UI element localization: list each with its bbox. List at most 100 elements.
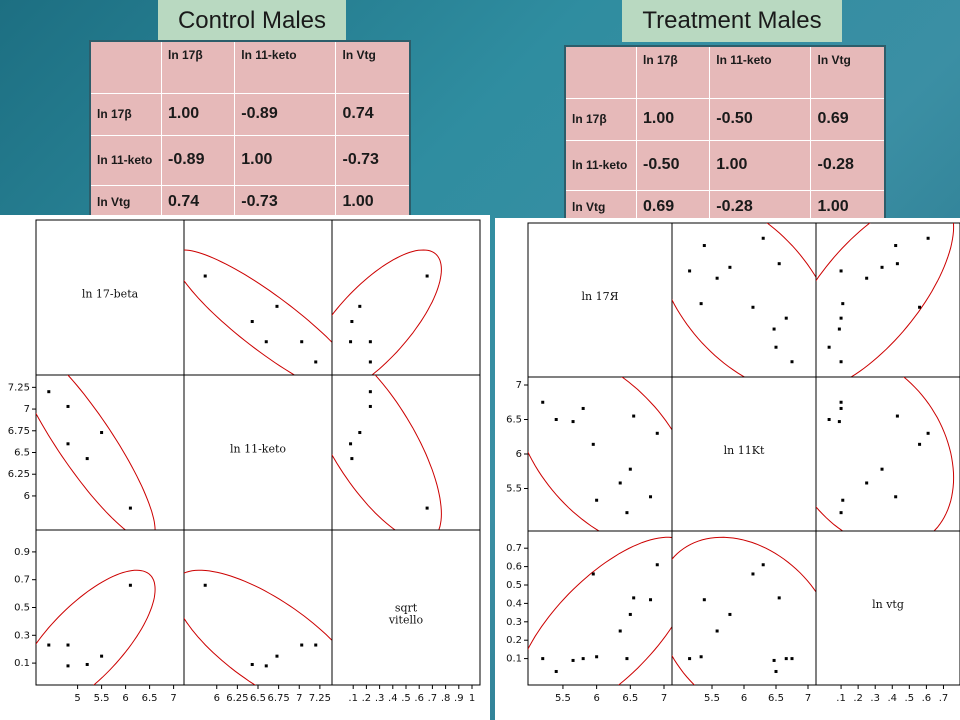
x-tick-label: .3 [870, 693, 880, 704]
confidence-ellipse [672, 536, 816, 685]
data-point [66, 664, 70, 668]
matrix-cell: 5.5 6 6.5 7 [506, 376, 673, 532]
data-point [655, 563, 659, 567]
corner-cell [564, 45, 637, 99]
cell-content [528, 377, 672, 531]
y-tick-label: 0.1 [506, 654, 522, 665]
correlation-value: -0.28 [810, 139, 886, 191]
data-point [702, 598, 706, 602]
data-point [715, 276, 719, 280]
data-point [368, 404, 372, 408]
confidence-ellipse [332, 249, 442, 375]
data-point [47, 643, 51, 647]
data-point [880, 265, 884, 269]
correlation-value: 0.74 [160, 184, 236, 220]
data-point [595, 498, 599, 502]
y-tick-label: 0.3 [14, 630, 30, 641]
data-point [895, 414, 899, 418]
x-tick-label: .6 [414, 693, 424, 704]
cell-frame [815, 376, 960, 532]
correlation-value: 0.69 [810, 97, 886, 141]
variable-label: sqrt vitello [388, 602, 424, 627]
x-tick-label: 6.5 [250, 693, 266, 704]
y-tick-label: 6.25 [8, 469, 30, 480]
x-tick-label: .5 [401, 693, 411, 704]
x-tick-label: 6.5 [622, 693, 638, 704]
data-point [774, 345, 778, 349]
cell-frame [815, 530, 960, 686]
cell-content [528, 536, 672, 685]
y-tick-label: 0.3 [506, 617, 522, 628]
y-tick-label: 0.7 [14, 575, 30, 586]
x-tick-label: .6 [922, 693, 932, 704]
cell-frame [183, 374, 333, 531]
y-tick-label: 0.5 [506, 580, 522, 591]
data-point [728, 612, 732, 616]
variable-label-line: vitello [388, 614, 424, 627]
matrix-cell: ln 11Kt [671, 376, 817, 532]
data-point [839, 406, 843, 410]
cell-content [184, 569, 332, 685]
cell-frame [331, 529, 481, 686]
x-tick-label: 5.5 [704, 693, 720, 704]
y-tick-label: 6 [516, 449, 522, 460]
x-tick-label: .1 [836, 693, 846, 704]
data-point [655, 431, 659, 435]
data-point [571, 420, 575, 424]
data-point [368, 360, 372, 364]
data-point [250, 662, 254, 666]
data-point [895, 262, 899, 266]
treatment-males-title: Treatment Males [622, 0, 842, 42]
correlation-value: -0.73 [234, 184, 337, 220]
y-tick-label: 7.25 [8, 382, 30, 393]
data-point [774, 669, 778, 673]
data-point [314, 643, 318, 647]
data-point [425, 274, 429, 278]
column-header: ln 11-keto [234, 40, 337, 94]
y-tick-label: 0.4 [506, 598, 522, 609]
cell-frame [671, 530, 817, 686]
cell-frame [35, 374, 185, 531]
cell-frame [183, 219, 333, 376]
matrix-cell [671, 222, 817, 378]
correlation-value: 1.00 [635, 97, 711, 141]
x-tick-label: 6 [122, 693, 128, 704]
data-point [100, 654, 104, 658]
x-tick-label: .1 [348, 693, 358, 704]
data-point [784, 316, 788, 320]
data-point [275, 304, 279, 308]
data-point [632, 414, 636, 418]
control-correlation-table: ln 17β ln 11-keto ln Vtg ln 17β 1.00 -0.… [89, 40, 411, 220]
y-tick-label: 0.7 [506, 543, 522, 554]
data-point [827, 418, 831, 421]
row-header: ln 17β [89, 92, 162, 136]
data-point [368, 390, 372, 394]
correlation-value: 1.00 [335, 184, 411, 220]
cell-frame [671, 222, 817, 378]
data-point [618, 629, 622, 633]
correlation-value: 1.00 [160, 92, 236, 136]
matrix-cell [331, 374, 481, 531]
data-point [625, 657, 629, 661]
data-point [250, 320, 254, 324]
y-tick-label: 0.9 [14, 547, 30, 558]
data-point [790, 360, 794, 364]
data-point [275, 654, 279, 658]
column-header: ln Vtg [810, 45, 886, 99]
variable-label: ln 11Kt [724, 444, 765, 457]
x-tick-label: 5 [74, 693, 80, 704]
cell-content [816, 377, 955, 531]
cell-content [672, 223, 816, 377]
data-point [541, 400, 545, 404]
data-point [761, 563, 765, 567]
data-point [628, 467, 632, 471]
correlation-value: 1.00 [234, 134, 337, 186]
correlation-value: -0.89 [234, 92, 337, 136]
y-tick-label: 0.6 [506, 562, 522, 573]
data-point [618, 481, 622, 485]
data-point [715, 629, 719, 633]
data-point [85, 457, 89, 461]
y-tick-label: 0.2 [506, 635, 522, 646]
